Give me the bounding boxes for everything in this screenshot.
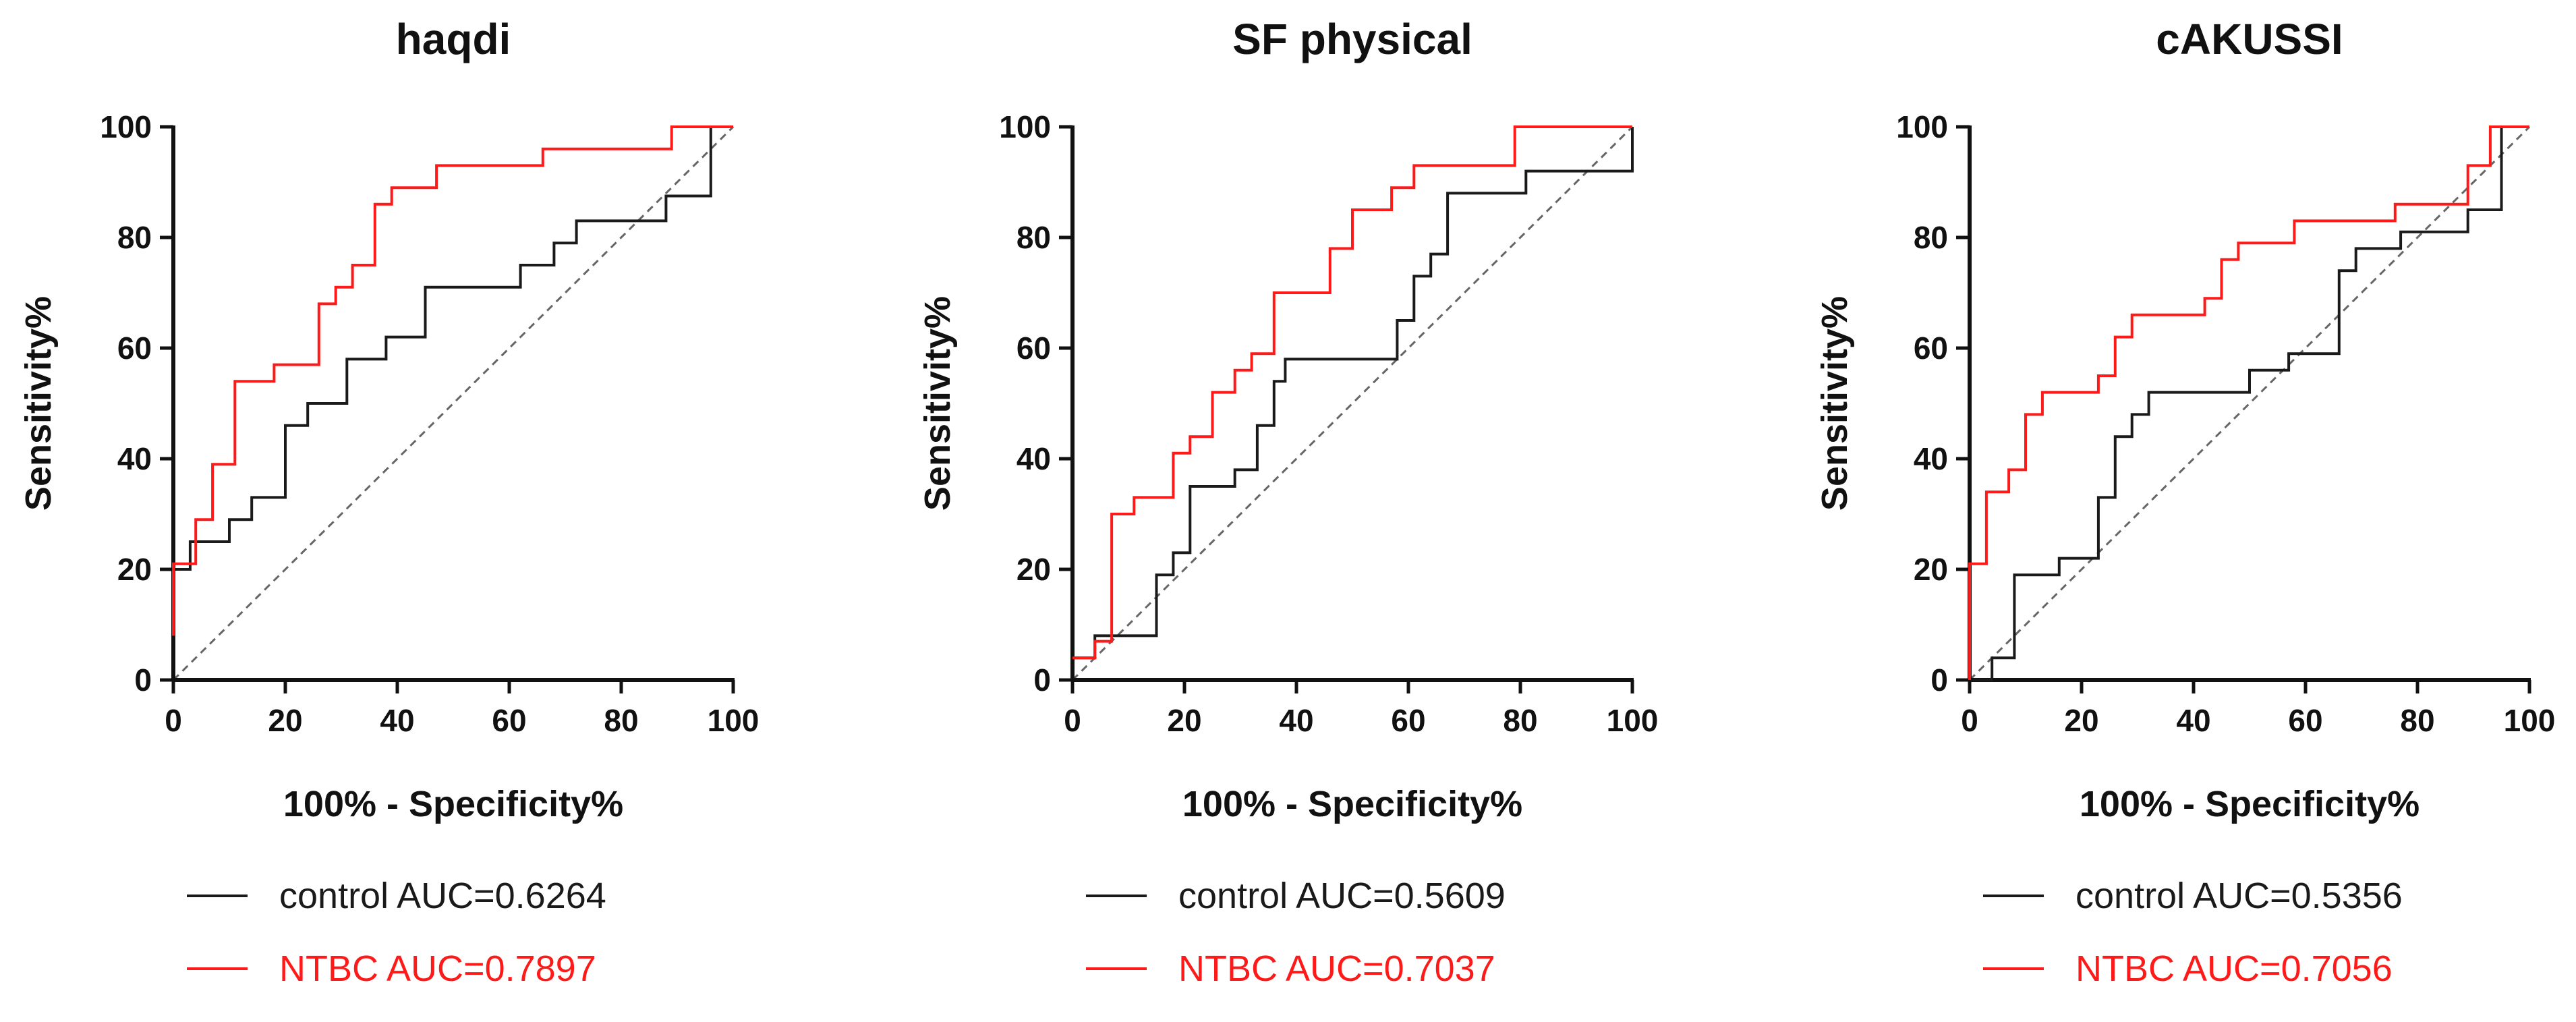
x-tick-label: 0 — [165, 703, 182, 738]
y-tick-label: 20 — [1017, 552, 1051, 587]
series-line-ntbc — [1968, 125, 2529, 680]
series-line-control — [1072, 127, 1634, 660]
y-tick-label: 0 — [134, 662, 152, 698]
y-tick-label: 80 — [1017, 220, 1051, 255]
reference-diagonal — [172, 125, 735, 681]
x-axis-label: 100% - Specificity% — [2080, 784, 2420, 824]
y-tick-label: 100 — [1896, 109, 1948, 144]
panel-sf-physical: SF physical 0 20 40 60 80 100 0 20 40 60 80 100 100% … — [917, 15, 1658, 989]
y-tick-label: 40 — [1914, 441, 1948, 476]
x-tick-label: 40 — [1279, 703, 1313, 738]
legend-label: control AUC=0.5609 — [1178, 876, 1506, 916]
legend-label: NTBC AUC=0.7056 — [2076, 948, 2393, 989]
y-axis-label: Sensitivity% — [1814, 296, 1855, 511]
y-tick-label: 0 — [1930, 662, 1948, 698]
series-line-control — [1970, 125, 2529, 681]
x-tick-label: 20 — [2064, 703, 2098, 738]
x-tick-label: 60 — [492, 703, 526, 738]
x-tick-label: 80 — [604, 703, 638, 738]
x-tick-label: 20 — [1167, 703, 1201, 738]
x-tick-label: 60 — [2288, 703, 2322, 738]
x-tick-label: 100 — [2504, 703, 2556, 738]
y-tick-label: 40 — [1017, 441, 1051, 476]
x-tick-label: 100 — [1607, 703, 1659, 738]
reference-diagonal — [1071, 125, 1634, 681]
series-line-ntbc — [1072, 125, 1632, 660]
y-tick-label: 20 — [117, 552, 152, 587]
series-line-control — [172, 125, 733, 636]
y-tick-label: 0 — [1033, 662, 1051, 698]
x-tick-label: 0 — [1064, 703, 1081, 738]
y-axis-label: Sensitivity% — [917, 296, 958, 511]
x-tick-label: 40 — [2176, 703, 2210, 738]
chart-title: cAKUSSI — [2156, 15, 2343, 63]
y-axis-label: Sensitivity% — [18, 296, 59, 511]
legend-label: NTBC AUC=0.7037 — [1178, 948, 1495, 989]
y-tick-label: 100 — [100, 109, 152, 144]
y-tick-label: 80 — [1914, 220, 1948, 255]
y-tick-label: 40 — [117, 441, 152, 476]
panel-cakussi: cAKUSSI 0 20 40 60 80 100 0 20 40 60 80 100 100% - Sp… — [1814, 15, 2555, 989]
y-tick-label: 80 — [117, 220, 152, 255]
y-tick-label: 100 — [999, 109, 1051, 144]
y-tick-label: 60 — [1017, 331, 1051, 366]
legend-label: NTBC AUC=0.7897 — [279, 948, 596, 989]
y-tick-label: 60 — [117, 331, 152, 366]
x-tick-label: 80 — [2400, 703, 2434, 738]
y-tick-label: 20 — [1914, 552, 1948, 587]
legend-label: control AUC=0.5356 — [2076, 876, 2403, 916]
x-tick-label: 20 — [268, 703, 302, 738]
x-tick-label: 60 — [1391, 703, 1425, 738]
x-tick-label: 80 — [1503, 703, 1537, 738]
y-tick-label: 60 — [1914, 331, 1948, 366]
x-axis-label: 100% - Specificity% — [283, 784, 623, 824]
chart-title: haqdi — [396, 15, 511, 63]
x-tick-label: 0 — [1961, 703, 1978, 738]
chart-title: SF physical — [1232, 15, 1472, 63]
legend-label: control AUC=0.6264 — [279, 876, 606, 916]
x-tick-label: 100 — [708, 703, 760, 738]
series-line-ntbc — [172, 125, 733, 636]
x-axis-label: 100% - Specificity% — [1182, 784, 1522, 824]
x-tick-label: 40 — [380, 703, 414, 738]
reference-diagonal — [1968, 125, 2531, 681]
panel-haqdi: haqdi 0 20 40 60 80 100 0 20 40 60 80 100 100% - Spec… — [18, 15, 759, 989]
